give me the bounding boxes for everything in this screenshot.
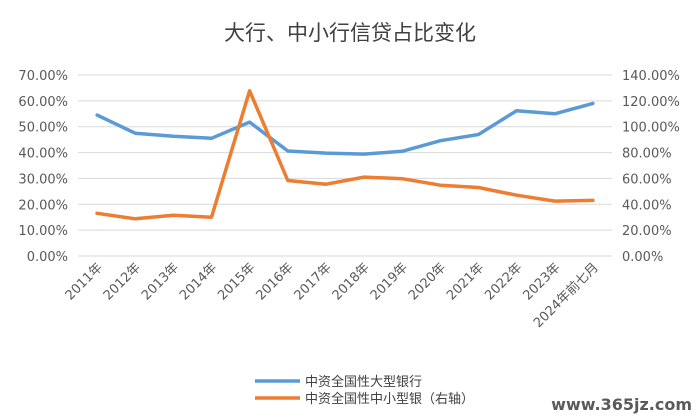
left-y-tick-label: 60.00% [18,95,68,110]
right-y-tick-label: 40.00% [622,198,672,213]
x-tick-label: 2012年 [101,260,144,303]
x-tick-label: 2022年 [482,260,525,303]
x-tick-label: 2024年前七月 [530,260,601,331]
x-tick-label: 2015年 [215,260,258,303]
x-tick-label: 2011年 [63,260,106,303]
series-line-1 [95,101,595,156]
left-y-tick-label: 40.00% [18,147,68,162]
right-y-axis: 0.00% 20.00% 40.00% 60.00% 80.00% 100.00% 120.… [622,69,680,265]
series-line-2 [95,89,595,221]
right-y-tick-label: 60.00% [622,172,672,187]
right-y-tick-label: 100.00% [622,121,680,136]
left-y-tick-label: 0.00% [27,250,68,265]
legend-label-1: 中资全国性大型银行 [305,374,422,390]
x-tick-label: 2019年 [368,260,411,303]
watermark: www.365jz.com [551,395,692,414]
x-tick-label: 2013年 [139,260,182,303]
x-tick-label: 2014年 [177,260,220,303]
gridlines [78,74,612,257]
x-tick-label: 2016年 [253,260,296,303]
legend-label-2: 中资全国性中小型银（右轴） [305,391,474,407]
left-y-tick-label: 70.00% [18,69,68,84]
right-y-tick-label: 0.00% [622,250,663,265]
left-y-tick-label: 50.00% [18,121,68,136]
right-y-tick-label: 20.00% [622,224,672,239]
chart-title: 大行、中小行信贷占比变化 [224,21,476,45]
x-tick-label: 2017年 [292,260,335,303]
x-axis: 2011年2012年2013年2014年2015年2016年2017年2018年… [63,260,602,331]
left-y-tick-label: 10.00% [18,224,68,239]
x-tick-label: 2020年 [406,260,449,303]
left-y-tick-label: 30.00% [18,172,68,187]
left-y-axis: 0.00% 10.00% 20.00% 30.00% 40.00% 50.00% 60.00… [18,69,68,265]
series-lines [95,89,595,221]
x-tick-label: 2021年 [444,260,487,303]
x-tick-label: 2018年 [330,260,373,303]
right-y-tick-label: 140.00% [622,69,680,84]
left-y-tick-label: 20.00% [18,198,68,213]
right-y-tick-label: 80.00% [622,147,672,162]
right-y-tick-label: 120.00% [622,95,680,110]
